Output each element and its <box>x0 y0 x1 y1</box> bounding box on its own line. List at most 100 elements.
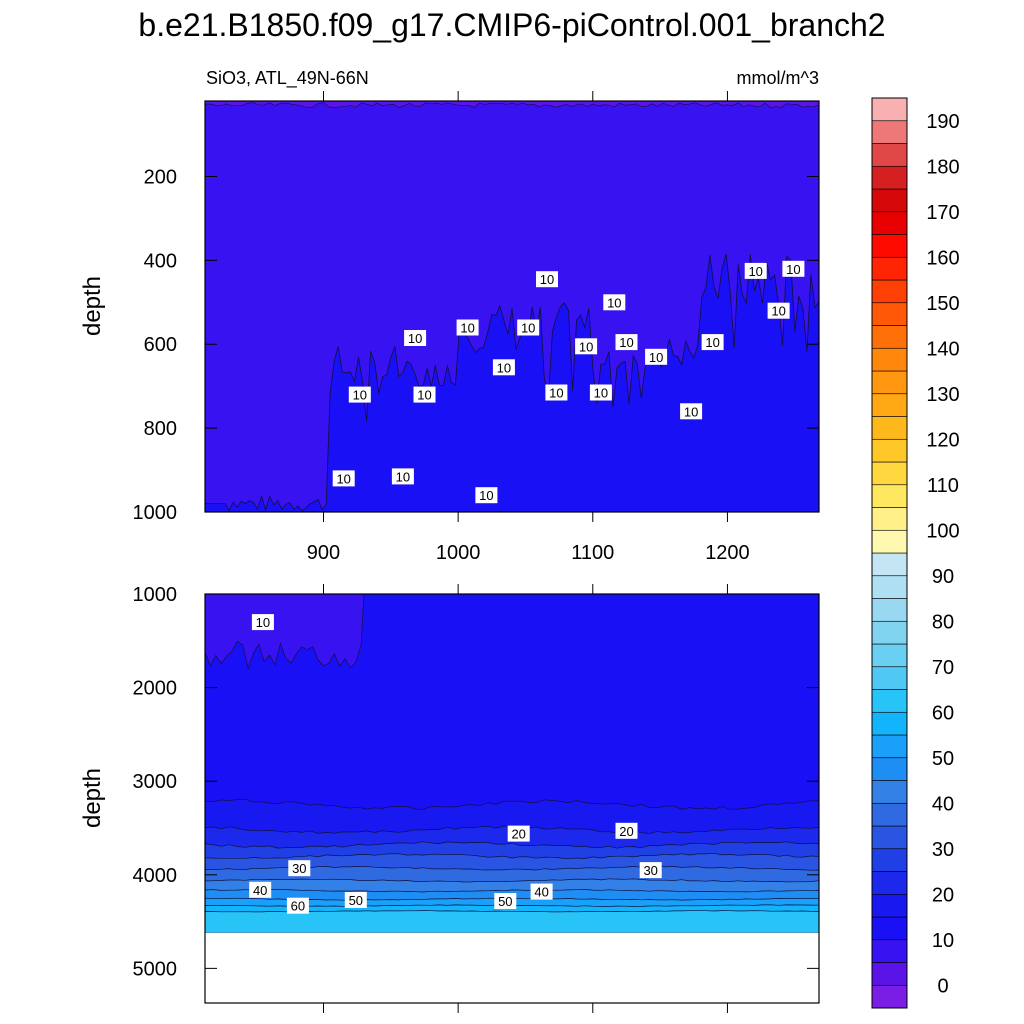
colorbar-label: 0 <box>937 975 948 997</box>
upper-y-axis-title: depth <box>79 276 106 336</box>
upper-axes: 200 400 600 800 1000 900 1000 1100 1200 <box>133 91 819 564</box>
contour-label-text: 10 <box>579 339 593 354</box>
contour-label-box <box>545 384 568 401</box>
contour-label: 10 <box>348 386 371 403</box>
colorbar-swatch <box>871 802 908 827</box>
contour-label: 20 <box>507 825 530 842</box>
y-tick-label: 5000 <box>133 958 178 980</box>
contour-label-box <box>288 860 311 877</box>
lower-y-axis-title: depth <box>79 768 106 828</box>
contour-label-text: 10 <box>786 262 800 277</box>
contour-label-text: 10 <box>336 471 350 486</box>
colorbar-swatch <box>871 734 908 759</box>
colorbar-swatch <box>871 234 908 258</box>
contour-label-box <box>767 302 790 319</box>
contour-label-box <box>589 384 612 401</box>
colorbar-swatch <box>871 916 908 941</box>
contour-label-text: 10 <box>594 386 608 401</box>
contour-label: 10 <box>645 348 668 365</box>
contour-label: 10 <box>701 334 724 351</box>
contour-label: 10 <box>782 260 805 277</box>
contour-label: 10 <box>492 359 515 376</box>
contour-label-box <box>645 348 668 365</box>
contour-label-box <box>517 319 540 336</box>
contour-label-text: 50 <box>498 894 512 909</box>
lower-contour-labels: 10 20 20 30 30 40 40 50 50 60 <box>249 614 662 914</box>
upper-plot-frame <box>204 100 820 513</box>
contour-label-text: 10 <box>460 321 474 336</box>
x-tick-label: 1200 <box>705 542 750 564</box>
colorbar-label: 70 <box>932 657 954 679</box>
colorbar-label: 30 <box>932 839 954 861</box>
colorbar-swatch <box>871 143 908 167</box>
colorbar-frame <box>871 97 908 1009</box>
contour-label-text: 40 <box>534 885 548 900</box>
contour-label: 30 <box>288 860 311 877</box>
contour-label-box <box>332 470 355 487</box>
colorbar-swatch <box>871 302 908 326</box>
colorbar-label: 150 <box>926 293 959 315</box>
colorbar-label: 100 <box>926 520 959 542</box>
colorbar-label: 80 <box>932 611 954 633</box>
x-tick-label: 900 <box>307 542 340 564</box>
colorbar-swatch <box>871 347 908 372</box>
lower-panel: 10 20 20 30 30 40 40 50 50 60 1000 2000 3000 4000 500… <box>79 584 820 1013</box>
contour-label-text: 40 <box>253 883 267 898</box>
upper-fill-10-20 <box>205 253 819 512</box>
contour-label: 10 <box>404 330 427 346</box>
units-subtitle: mmol/m^3 <box>737 68 819 88</box>
colorbar-swatch <box>871 325 908 349</box>
upper-panel: 10 10 10 10 10 10 10 10 10 10 10 10 10 10 10 10 10 10 10 10… <box>79 91 820 564</box>
contour-label: 10 <box>680 403 703 420</box>
contour-label-box <box>603 294 626 311</box>
upper-surface-band <box>205 101 819 109</box>
colorbar-swatch <box>871 962 908 986</box>
colorbar-label: 190 <box>926 111 959 133</box>
y-tick-label: 400 <box>144 250 177 272</box>
contour-label-box <box>701 334 724 351</box>
contour-label: 50 <box>344 892 367 908</box>
contour-label-text: 60 <box>291 899 305 914</box>
colorbar: 0 10 20 30 40 50 60 70 80 90 100 110 120 130 140 150 160… <box>871 97 960 1009</box>
colorbar-swatch <box>871 529 908 554</box>
contour-label-text: 20 <box>619 824 633 839</box>
contour-label: 40 <box>249 881 272 898</box>
y-tick-label: 1000 <box>133 584 178 606</box>
contour-label-text: 10 <box>497 360 511 375</box>
contour-label-text: 10 <box>479 488 493 503</box>
colorbar-label: 140 <box>926 338 959 360</box>
colorbar-swatch <box>871 689 908 713</box>
contour-label-text: 10 <box>748 264 762 279</box>
contour-label-text: 10 <box>549 386 563 401</box>
contour-label: 10 <box>391 468 414 485</box>
y-tick-label: 1000 <box>133 502 178 524</box>
contour-label: 10 <box>589 384 612 401</box>
y-tick-label: 2000 <box>133 678 178 700</box>
contour-label-text: 30 <box>643 863 657 878</box>
contour-label-box <box>744 262 767 279</box>
contour-label: 30 <box>639 862 662 879</box>
contour-label: 10 <box>536 271 558 288</box>
contour-label-text: 10 <box>417 388 431 403</box>
contour-label-box <box>615 334 638 351</box>
colorbar-swatch <box>871 97 908 122</box>
colorbar-swatch <box>871 666 908 690</box>
contour-label: 10 <box>767 302 790 319</box>
colorbar-swatch <box>871 416 908 440</box>
colorbar-label: 90 <box>932 566 954 588</box>
contour-label-text: 10 <box>408 331 422 346</box>
colorbar-swatch <box>871 939 908 963</box>
colorbar-swatch <box>871 575 908 599</box>
contour-label-box <box>492 359 515 376</box>
left-subtitle: SiO3, ATL_49N-66N <box>206 68 369 89</box>
contour-label-text: 20 <box>511 827 525 842</box>
contour-label-text: 10 <box>771 304 785 319</box>
contour-label: 10 <box>332 470 355 487</box>
contour-label: 20 <box>615 822 638 839</box>
contour-label-box <box>782 260 805 277</box>
lower-shallow-region <box>205 594 365 670</box>
contour-label-text: 10 <box>521 321 535 336</box>
contour-label: 10 <box>615 334 638 351</box>
colorbar-swatch <box>871 757 908 781</box>
